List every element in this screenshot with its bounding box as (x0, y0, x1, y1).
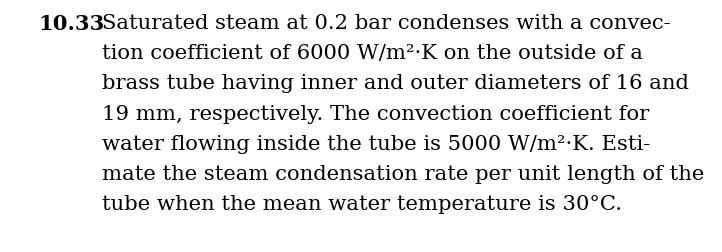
Text: tion coefficient of 6000 W/m²·K on the outside of a: tion coefficient of 6000 W/m²·K on the o… (102, 44, 643, 63)
Text: 19 mm, respectively. The convection coefficient for: 19 mm, respectively. The convection coef… (102, 105, 649, 123)
Text: brass tube having inner and outer diameters of 16 and: brass tube having inner and outer diamet… (102, 74, 689, 93)
Text: water flowing inside the tube is 5000 W/m²·K. Esti-: water flowing inside the tube is 5000 W/… (102, 135, 651, 154)
Text: 10.33: 10.33 (38, 14, 105, 34)
Text: Saturated steam at 0.2 bar condenses with a convec-: Saturated steam at 0.2 bar condenses wit… (102, 14, 671, 33)
Text: tube when the mean water temperature is 30°C.: tube when the mean water temperature is … (102, 195, 622, 214)
Text: mate the steam condensation rate per unit length of the: mate the steam condensation rate per uni… (102, 165, 704, 184)
